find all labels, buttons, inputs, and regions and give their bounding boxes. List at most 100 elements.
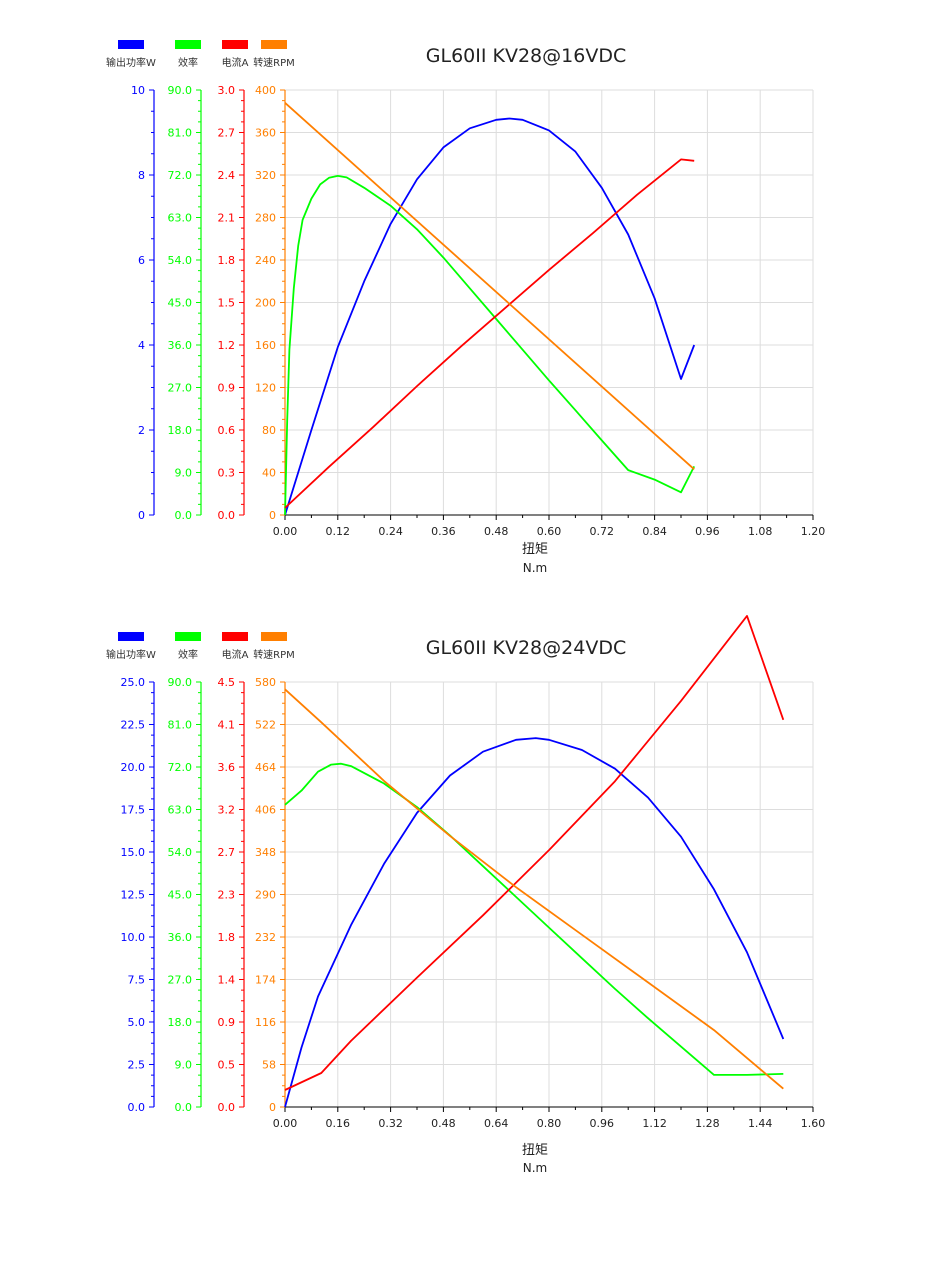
y-tick-label-power: 10.0 [121, 931, 146, 944]
x-axis-unit: N.m [523, 561, 547, 575]
y-tick-label-speed: 80 [262, 424, 276, 437]
y-tick-label-current: 0.6 [218, 424, 236, 437]
y-tick-label-current: 0.9 [218, 1016, 236, 1029]
x-tick-label: 0.12 [326, 525, 351, 538]
legend-label-0: 输出功率W [106, 648, 156, 661]
y-tick-label-current: 0.3 [218, 467, 236, 480]
y-tick-label-speed: 160 [255, 339, 276, 352]
x-tick-label: 0.96 [695, 525, 720, 538]
y-tick-label-speed: 174 [255, 974, 276, 987]
x-tick-label: 0.72 [590, 525, 615, 538]
chart-16vdc: 输出功率W 效率 电流A 转速RPM GL60II KV28@16VDC 0.00 0.12… [0, 0, 940, 600]
y-tick-label-current: 1.2 [218, 339, 236, 352]
x-tick-label: 0.84 [642, 525, 667, 538]
legend-label-3: 转速RPM [253, 56, 295, 69]
y-tick-label-current: 2.1 [218, 212, 236, 225]
y-tick-label-efficiency: 0.0 [175, 509, 193, 522]
x-tick-label: 0.24 [378, 525, 403, 538]
y-tick-label-power: 20.0 [121, 761, 146, 774]
y-tick-label-speed: 348 [255, 846, 276, 859]
y-tick-label-power: 2 [138, 424, 145, 437]
x-tick-label: 0.64 [484, 1117, 509, 1130]
chart-title: GL60II KV28@16VDC [426, 45, 626, 67]
y-tick-label-power: 7.5 [128, 974, 146, 987]
y-tick-label-current: 0.9 [218, 382, 236, 395]
x-axis-label: 扭矩 [522, 1143, 548, 1158]
y-tick-label-power: 0 [138, 509, 145, 522]
y-tick-label-efficiency: 81.0 [168, 127, 193, 140]
y-tick-label-efficiency: 90.0 [168, 676, 193, 689]
y-tick-label-speed: 280 [255, 212, 276, 225]
x-tick-label: 1.60 [801, 1117, 826, 1130]
y-tick-label-efficiency: 27.0 [168, 382, 193, 395]
x-tick-label: 0.48 [484, 525, 509, 538]
y-tick-label-speed: 232 [255, 931, 276, 944]
y-tick-label-efficiency: 63.0 [168, 804, 193, 817]
y-tick-label-current: 0.5 [218, 1059, 236, 1072]
series-line-speed [284, 102, 695, 470]
y-tick-label-efficiency: 9.0 [175, 467, 193, 480]
legend-swatch-1 [175, 40, 201, 49]
y-tick-label-current: 0.0 [218, 1101, 236, 1114]
y-tick-label-efficiency: 36.0 [168, 339, 193, 352]
y-tick-label-current: 4.5 [218, 676, 236, 689]
y-tick-label-power: 8 [138, 169, 145, 182]
y-tick-label-efficiency: 72.0 [168, 761, 193, 774]
y-tick-label-power: 25.0 [121, 676, 146, 689]
y-tick-label-efficiency: 72.0 [168, 169, 193, 182]
y-tick-label-power: 5.0 [128, 1016, 146, 1029]
y-tick-label-power: 6 [138, 254, 145, 267]
legend-label-3: 转速RPM [253, 648, 295, 661]
y-tick-label-efficiency: 54.0 [168, 254, 193, 267]
y-tick-label-current: 2.7 [218, 127, 236, 140]
y-tick-label-power: 12.5 [121, 889, 146, 902]
legend-swatch-3 [261, 632, 287, 641]
y-tick-label-efficiency: 36.0 [168, 931, 193, 944]
legend-swatch-1 [175, 632, 201, 641]
y-tick-label-current: 2.7 [218, 846, 236, 859]
legend-label-1: 效率 [178, 56, 198, 69]
y-tick-label-speed: 0 [269, 1101, 276, 1114]
legend-label-2: 电流A [222, 648, 249, 661]
series-line-current [284, 158, 695, 509]
y-tick-label-power: 0.0 [128, 1101, 146, 1114]
y-tick-label-efficiency: 18.0 [168, 1016, 193, 1029]
y-tick-label-current: 0.0 [218, 509, 236, 522]
y-tick-label-speed: 40 [262, 467, 276, 480]
legend-label-2: 电流A [222, 56, 249, 69]
y-tick-label-speed: 406 [255, 804, 276, 817]
x-axis-label: 扭矩 [522, 542, 548, 557]
y-tick-label-efficiency: 54.0 [168, 846, 193, 859]
x-tick-label: 0.48 [431, 1117, 456, 1130]
y-tick-label-speed: 58 [262, 1059, 276, 1072]
y-tick-label-speed: 120 [255, 382, 276, 395]
y-tick-label-efficiency: 9.0 [175, 1059, 193, 1072]
y-tick-label-efficiency: 81.0 [168, 719, 193, 732]
series-line-power [284, 737, 785, 1108]
y-tick-label-power: 4 [138, 339, 145, 352]
y-tick-label-speed: 464 [255, 761, 276, 774]
x-tick-label: 0.00 [273, 525, 298, 538]
x-tick-label: 0.00 [273, 1117, 298, 1130]
y-tick-label-current: 1.5 [218, 297, 236, 310]
x-tick-label: 0.36 [431, 525, 456, 538]
legend-label-1: 效率 [178, 648, 198, 661]
y-tick-label-current: 3.6 [218, 761, 236, 774]
y-tick-label-current: 3.0 [218, 84, 236, 97]
x-tick-label: 1.20 [801, 525, 826, 538]
y-tick-label-speed: 0 [269, 509, 276, 522]
series-line-current [284, 614, 785, 1091]
y-tick-label-speed: 522 [255, 719, 276, 732]
y-tick-label-current: 2.4 [218, 169, 236, 182]
y-tick-label-efficiency: 27.0 [168, 974, 193, 987]
legend-swatch-2 [222, 40, 248, 49]
x-tick-label: 1.12 [642, 1117, 667, 1130]
y-tick-label-efficiency: 0.0 [175, 1101, 193, 1114]
y-tick-label-speed: 400 [255, 84, 276, 97]
y-tick-label-speed: 580 [255, 676, 276, 689]
y-tick-label-efficiency: 45.0 [168, 297, 193, 310]
series-line-speed [284, 688, 784, 1090]
chart-title: GL60II KV28@24VDC [426, 637, 626, 659]
